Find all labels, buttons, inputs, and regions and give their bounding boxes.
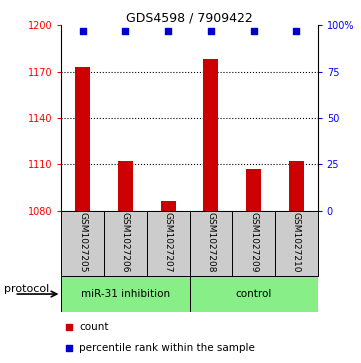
Point bbox=[80, 28, 86, 34]
Point bbox=[293, 28, 299, 34]
Point bbox=[66, 346, 72, 351]
Point bbox=[123, 28, 129, 34]
Text: GSM1027207: GSM1027207 bbox=[164, 212, 173, 272]
Text: miR-31 inhibition: miR-31 inhibition bbox=[81, 289, 170, 299]
Point bbox=[66, 324, 72, 330]
Text: percentile rank within the sample: percentile rank within the sample bbox=[79, 343, 255, 354]
Bar bbox=[190, 276, 318, 312]
Bar bbox=[232, 211, 275, 276]
Text: GSM1027206: GSM1027206 bbox=[121, 212, 130, 272]
Text: GSM1027208: GSM1027208 bbox=[206, 212, 216, 272]
Bar bbox=[61, 276, 190, 312]
Bar bbox=[203, 59, 218, 211]
Bar bbox=[61, 211, 104, 276]
Text: GSM1027209: GSM1027209 bbox=[249, 212, 258, 272]
Point bbox=[251, 28, 256, 34]
Bar bbox=[246, 169, 261, 211]
Point bbox=[208, 28, 214, 34]
Bar bbox=[118, 161, 133, 211]
Bar bbox=[75, 67, 90, 211]
Bar bbox=[104, 211, 147, 276]
Text: control: control bbox=[235, 289, 272, 299]
Bar bbox=[275, 211, 318, 276]
Text: GSM1027210: GSM1027210 bbox=[292, 212, 301, 272]
Text: count: count bbox=[79, 322, 109, 332]
Bar bbox=[289, 161, 304, 211]
Point bbox=[165, 28, 171, 34]
Bar bbox=[161, 201, 176, 211]
Text: GSM1027205: GSM1027205 bbox=[78, 212, 87, 272]
Text: protocol: protocol bbox=[4, 284, 49, 294]
Bar bbox=[190, 211, 232, 276]
Bar bbox=[147, 211, 190, 276]
Title: GDS4598 / 7909422: GDS4598 / 7909422 bbox=[126, 11, 253, 24]
